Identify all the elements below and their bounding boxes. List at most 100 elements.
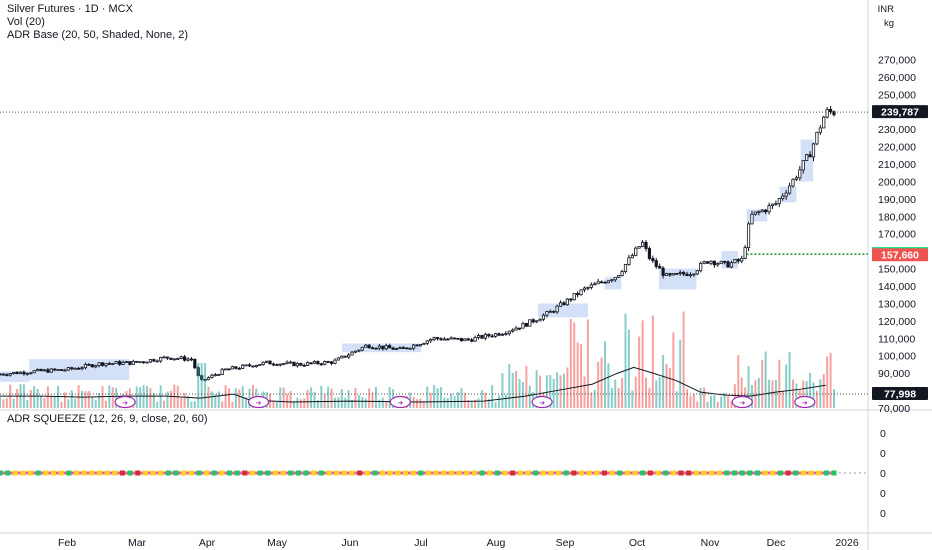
- squeeze-dot: [594, 470, 600, 476]
- signal-marker[interactable]: [389, 395, 411, 409]
- candle-body: [107, 363, 111, 365]
- volume-bar: [826, 356, 829, 408]
- signal-marker[interactable]: [731, 395, 753, 409]
- volume-bar: [94, 399, 97, 408]
- squeeze-dot: [800, 470, 806, 476]
- candle-body: [432, 337, 436, 340]
- candle-body: [261, 361, 265, 365]
- candle-body: [617, 275, 621, 278]
- volume-bar: [624, 313, 627, 408]
- volume-bar: [655, 380, 658, 408]
- candle-body: [791, 178, 795, 187]
- y-tick-label: 130,000: [878, 298, 916, 310]
- volume-bar: [180, 398, 183, 408]
- signal-marker-glyph: ➔: [122, 400, 128, 407]
- candle-body: [213, 374, 217, 377]
- weight-unit: kg: [883, 18, 894, 29]
- candle-body: [613, 276, 617, 281]
- candle-body: [651, 258, 655, 262]
- candle-body: [323, 361, 327, 365]
- squeeze-dot: [823, 470, 829, 476]
- candle-body: [223, 368, 228, 371]
- volume-bar: [248, 388, 251, 408]
- volume-bar: [347, 390, 350, 408]
- volume-bar: [289, 391, 292, 408]
- volume-bar: [282, 387, 285, 408]
- signal-marker[interactable]: [247, 395, 270, 409]
- squeeze-dot: [188, 470, 194, 476]
- squeeze-dot: [479, 470, 485, 476]
- squeeze-dot: [556, 470, 562, 476]
- candle-body: [637, 246, 641, 249]
- candle-body: [770, 203, 775, 207]
- volume-bar: [169, 390, 172, 408]
- x-tick-label: Aug: [487, 537, 506, 549]
- volume-bar: [104, 400, 107, 408]
- y-tick-label: 230,000: [878, 124, 916, 136]
- squeeze-dot: [326, 470, 332, 476]
- squeeze-dot: [816, 470, 822, 476]
- candle-body: [29, 372, 33, 375]
- candle-body: [750, 213, 754, 225]
- candle-body: [678, 272, 682, 274]
- squeeze-dot: [295, 470, 301, 476]
- squeeze-dot: [211, 470, 217, 476]
- volume-bar: [815, 390, 818, 408]
- volume-bar: [67, 399, 70, 408]
- volume-bar: [809, 372, 812, 408]
- candle-body: [1, 373, 6, 376]
- candle-body: [49, 368, 53, 373]
- candle-body: [234, 366, 238, 369]
- volume-bar: [617, 388, 620, 408]
- squeeze-dot: [311, 470, 317, 476]
- volume-bar: [60, 401, 63, 408]
- candle-body: [473, 337, 477, 342]
- y-tick-label: 70,000: [878, 403, 910, 415]
- volume-bar: [234, 388, 237, 408]
- candle-body: [189, 358, 194, 361]
- volume-bar: [528, 385, 531, 408]
- squeeze-dot: [227, 470, 233, 476]
- squeeze-dot: [655, 470, 661, 476]
- volume-bar: [299, 399, 302, 408]
- candle-body: [746, 223, 751, 249]
- squeeze-dot: [196, 470, 202, 476]
- volume-bar: [501, 373, 504, 408]
- signal-marker[interactable]: [114, 395, 136, 409]
- volume-bar: [91, 397, 94, 408]
- squeeze-dot: [494, 470, 500, 476]
- candle-body: [716, 263, 720, 266]
- candle-body: [265, 360, 269, 363]
- candle-body: [729, 262, 734, 268]
- volume-bar: [429, 392, 432, 408]
- signal-marker[interactable]: [531, 395, 553, 409]
- squeeze-dot: [701, 470, 707, 476]
- volume-bar: [727, 396, 730, 408]
- volume-bar: [518, 378, 521, 408]
- candle-body: [87, 363, 91, 366]
- volume-bar: [757, 378, 760, 408]
- volume-bar: [467, 400, 470, 408]
- volume-bar: [761, 359, 764, 408]
- volume-bar: [692, 394, 695, 408]
- squeeze-dot: [265, 470, 271, 476]
- candle-body: [640, 241, 645, 247]
- squeeze-tick-label: 0: [880, 468, 886, 480]
- candle-body: [217, 374, 221, 376]
- volume-bar: [713, 395, 716, 408]
- volume-bar: [152, 392, 155, 408]
- candle-body: [391, 347, 395, 350]
- volume-bar: [559, 375, 562, 408]
- volume-bar: [16, 388, 19, 408]
- volume-bar: [566, 367, 569, 408]
- squeeze-dot: [349, 470, 355, 476]
- candle-body: [77, 367, 81, 370]
- x-tick-label: 2026: [835, 537, 859, 549]
- signal-marker[interactable]: [794, 395, 816, 409]
- volume-bar: [115, 387, 118, 408]
- squeeze-dot: [601, 470, 607, 476]
- candle-body: [418, 343, 423, 347]
- candle-body: [514, 327, 518, 331]
- squeeze-dot: [387, 470, 393, 476]
